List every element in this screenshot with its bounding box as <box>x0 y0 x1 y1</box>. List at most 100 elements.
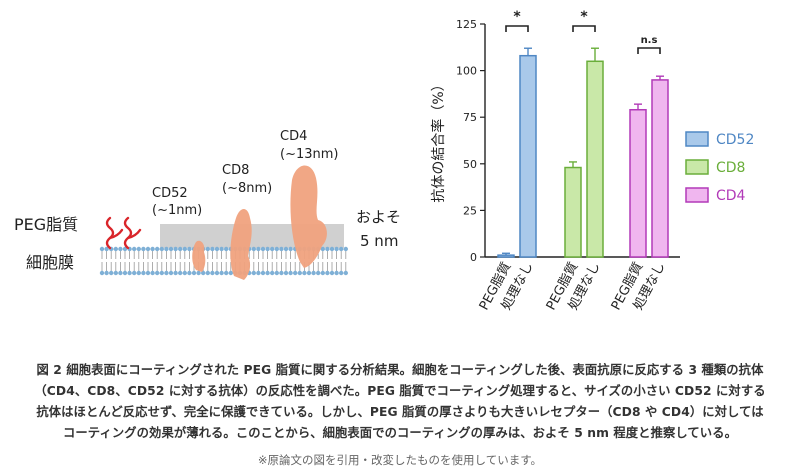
cd52-bar <box>497 254 515 258</box>
y-tick-label: 25 <box>463 204 477 217</box>
thickness-value: 5 nm <box>360 232 398 250</box>
cd52-label: CD52 <box>152 186 188 201</box>
lipid-head <box>155 246 160 252</box>
lipid-head <box>251 246 256 252</box>
cd4-label: CD4 <box>280 129 307 144</box>
lipid-head <box>339 246 344 252</box>
lipid-head <box>182 270 187 276</box>
lipid-head <box>224 270 229 276</box>
lipid-head <box>159 246 164 252</box>
lipid-head <box>99 246 105 252</box>
lipid-head <box>155 270 160 276</box>
lipid-head <box>320 246 325 252</box>
lipid-head <box>210 246 215 252</box>
lipid-head <box>132 270 137 276</box>
lipid-head <box>274 246 279 252</box>
lipid-head <box>205 270 210 276</box>
lipid-head <box>265 270 270 276</box>
cd8-bar <box>564 166 582 258</box>
lipid-head <box>343 270 348 276</box>
caption-line: 抗体はほとんど反応せず、完全に保護できている。しかし、PEG 脂質の厚さよりも大… <box>36 405 764 419</box>
lipid-head <box>228 270 233 276</box>
lipid-head <box>136 246 141 252</box>
figure: PEG脂質 細胞膜 CD52 (~1nm) CD8 (~8nm) CD4 (~1… <box>14 9 754 313</box>
lipid-head <box>164 246 169 252</box>
legend-swatch <box>685 159 709 175</box>
lipid-head <box>265 246 270 252</box>
lipid-head <box>168 246 174 252</box>
y-axis: 0 25 50 75 100 125 <box>456 18 680 264</box>
lipid-head <box>260 270 266 276</box>
lipid-head <box>127 270 132 276</box>
cd4-bar <box>629 108 647 258</box>
significance-label: * <box>513 9 521 25</box>
bars <box>497 47 669 258</box>
significance-marks: * * n.s <box>505 9 661 54</box>
citation-note: ※原論文の図を引用・改変したものを使用しています。 <box>257 453 543 467</box>
lipid-head <box>132 246 137 252</box>
legend-swatch <box>685 187 709 203</box>
lipid-head <box>306 270 312 276</box>
lipid-head <box>173 246 178 252</box>
coating-illustration: PEG脂質 細胞膜 CD52 (~1nm) CD8 (~8nm) CD4 (~1… <box>14 129 401 280</box>
lipid-head <box>150 246 155 252</box>
cd8-bar <box>586 60 604 258</box>
lipid-head <box>279 246 284 252</box>
lipid-head <box>219 246 224 252</box>
lipid-head <box>122 246 128 252</box>
lipid-head <box>159 270 164 276</box>
y-tick-label: 75 <box>463 111 477 124</box>
lipid-head <box>311 270 316 276</box>
lipid-head <box>293 270 298 276</box>
y-tick-label: 50 <box>463 158 477 171</box>
lipid-head <box>178 246 183 252</box>
cd8-label: CD8 <box>222 163 249 178</box>
lipid-head <box>334 246 339 252</box>
lipid-head <box>219 270 224 276</box>
cd52-receptor-icon <box>192 240 206 272</box>
lipid-head <box>214 270 220 276</box>
lipid-head <box>214 246 220 252</box>
lipid-head <box>104 246 109 252</box>
cd52-bar <box>519 54 537 258</box>
lipid-head <box>288 270 293 276</box>
lipid-head <box>150 270 155 276</box>
lipid-head <box>168 270 174 276</box>
cd52-size-label: (~1nm) <box>152 203 202 218</box>
lipid-head <box>279 270 284 276</box>
caption-line: コーティングの効果が薄れる。このことから、細胞表面でのコーティングの厚みは、およ… <box>63 426 737 440</box>
lipid-head <box>320 270 325 276</box>
cd4-bar <box>651 79 669 258</box>
lipid-head <box>141 270 146 276</box>
y-tick-label: 125 <box>456 18 477 31</box>
lipid-head <box>329 270 335 276</box>
lipid-head <box>334 270 339 276</box>
lipid-head <box>288 246 293 252</box>
significance-bracket <box>572 25 596 32</box>
lipid-head <box>270 246 275 252</box>
peg-lipid-label: PEG脂質 <box>14 215 78 234</box>
y-axis-label: 抗体の結合率（%） <box>430 77 447 202</box>
lipid-head <box>343 246 348 252</box>
lipid-head <box>113 270 119 276</box>
lipid-head <box>325 246 330 252</box>
lipid-head <box>187 246 192 252</box>
significance-bracket <box>505 25 529 32</box>
lipid-head <box>104 270 109 276</box>
legend-label: CD8 <box>716 160 745 176</box>
cd4-size-label: (~13nm) <box>280 147 338 162</box>
legend: CD52 CD8 CD4 <box>685 131 754 204</box>
y-tick-label: 100 <box>456 65 477 78</box>
lipid-head <box>205 246 210 252</box>
lipid-head <box>297 270 302 276</box>
lipid-head <box>270 270 275 276</box>
legend-swatch <box>685 131 709 147</box>
lipid-head <box>316 270 321 276</box>
lipid-head <box>141 246 146 252</box>
lipid-head <box>118 246 123 252</box>
cell-membrane-label: 細胞膜 <box>26 253 74 272</box>
lipid-head <box>113 246 119 252</box>
lipid-head <box>118 270 123 276</box>
significance-label: n.s <box>641 35 658 46</box>
